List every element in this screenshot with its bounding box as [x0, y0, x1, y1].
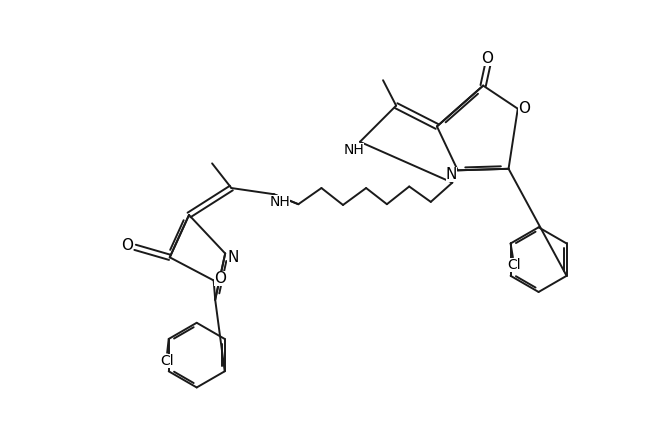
- Text: O: O: [481, 51, 493, 66]
- Text: O: O: [121, 238, 134, 253]
- Text: Cl: Cl: [508, 258, 521, 272]
- Text: NH: NH: [343, 143, 364, 157]
- Text: NH: NH: [269, 195, 290, 209]
- Text: Cl: Cl: [160, 353, 174, 368]
- Text: O: O: [518, 101, 530, 116]
- Text: N: N: [227, 250, 239, 265]
- Text: O: O: [214, 271, 226, 286]
- Text: N: N: [446, 166, 458, 182]
